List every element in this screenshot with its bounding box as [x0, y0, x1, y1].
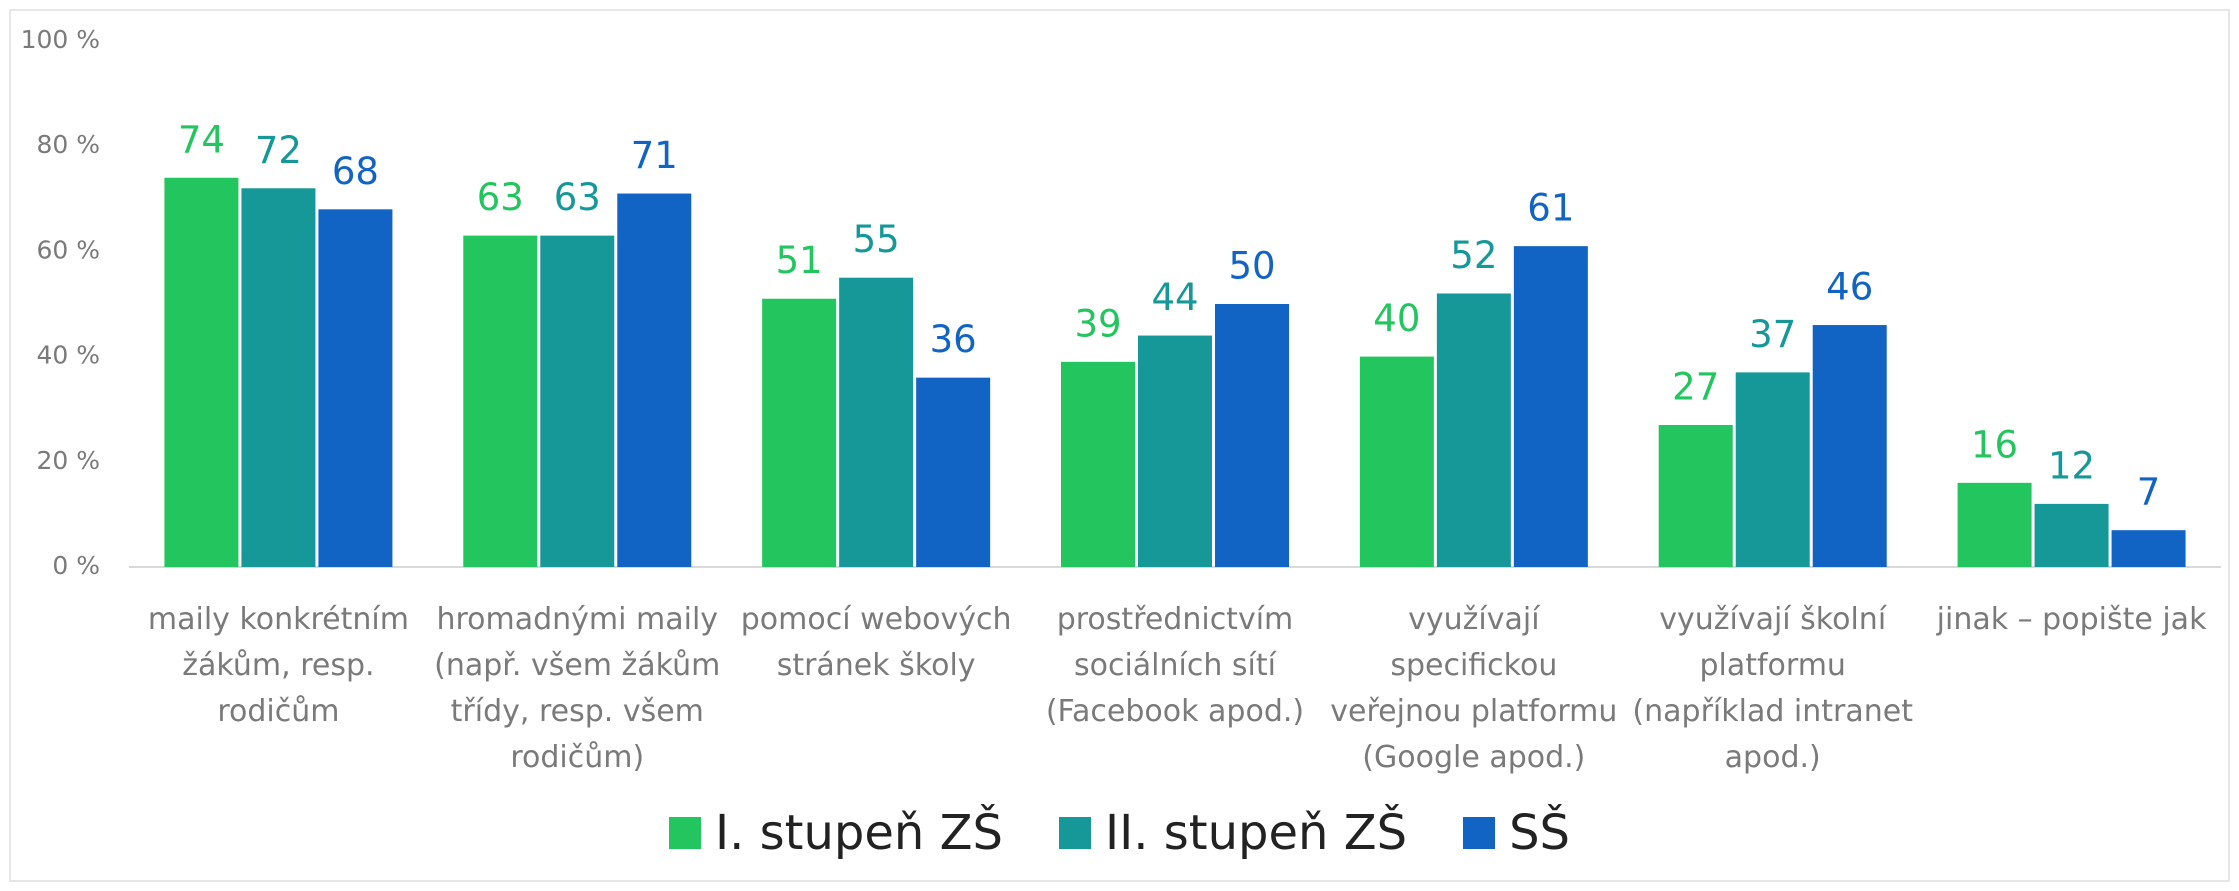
x-tick-label: využívají specifickou veřejnou platformu… [1330, 602, 1618, 775]
legend-swatch [1058, 817, 1091, 849]
x-tick-label: jinak – popište jak [1936, 602, 2207, 637]
y-tick-label: 40 % [36, 341, 100, 370]
value-label: 16 [1971, 423, 2018, 466]
value-label: 46 [1826, 266, 1873, 309]
y-tick-label: 0 % [52, 551, 100, 580]
value-label: 71 [631, 134, 678, 177]
value-label: 27 [1672, 365, 1719, 408]
x-tick-label: prostřednictvím sociálních sítí (Faceboo… [1045, 602, 1305, 729]
value-label: 37 [1749, 313, 1796, 356]
bar [1957, 482, 2032, 567]
bar [1658, 424, 1733, 567]
value-label: 36 [930, 318, 977, 361]
bar [916, 377, 991, 567]
legend-item: I. stupeň ZŠ [669, 805, 1003, 861]
legend-swatch [669, 817, 701, 849]
bar [540, 235, 615, 567]
bar [1735, 372, 1810, 567]
bar [1215, 304, 1289, 567]
legend-swatch [1463, 817, 1496, 849]
bar [1138, 335, 1212, 567]
value-label: 39 [1074, 302, 1121, 345]
value-label: 74 [178, 118, 225, 161]
value-label: 63 [554, 176, 601, 219]
value-label: 72 [255, 129, 302, 172]
x-tick-label: využívají školní platformu (například in… [1632, 602, 1913, 775]
bar [463, 235, 538, 567]
value-label: 7 [2137, 471, 2161, 514]
value-label: 63 [477, 176, 524, 219]
value-label: 52 [1450, 234, 1497, 277]
value-label: 68 [332, 150, 379, 193]
value-label: 61 [1527, 187, 1574, 230]
chart-border [9, 9, 2230, 882]
bar [164, 177, 239, 567]
value-label: 40 [1373, 297, 1420, 340]
bar [1513, 246, 1588, 567]
x-tick-label: pomocí webových stránek školy [740, 602, 1012, 683]
bar [1436, 293, 1511, 567]
legend: I. stupeň ZŠ II. stupeň ZŠ SŠ [0, 805, 2239, 861]
x-tick-label: maily konkrétním žákům, resp. rodičům [147, 602, 409, 729]
value-label: 50 [1228, 245, 1275, 288]
legend-item: II. stupeň ZŠ [1058, 805, 1408, 861]
x-tick-label: hromadnými maily (např. všem žákům třídy… [434, 602, 721, 775]
bar [241, 188, 316, 567]
y-tick-label: 80 % [36, 130, 100, 159]
bar [318, 209, 393, 567]
legend-label: I. stupeň ZŠ [715, 805, 1003, 861]
bar [839, 277, 914, 567]
bar [2111, 530, 2186, 567]
y-tick-label: 20 % [36, 446, 100, 475]
legend-label: SŠ [1509, 805, 1570, 861]
legend-label: II. stupeň ZŠ [1104, 805, 1408, 861]
y-tick-label: 100 % [21, 25, 100, 54]
bar [1061, 361, 1135, 567]
legend-item: SŠ [1463, 805, 1570, 861]
value-label: 12 [2048, 444, 2095, 487]
bar [1359, 356, 1434, 567]
value-label: 55 [853, 218, 900, 261]
bar [617, 193, 692, 568]
bar [762, 298, 837, 567]
bar [2034, 503, 2109, 567]
bar [1812, 325, 1887, 567]
value-label: 51 [776, 239, 823, 282]
value-label: 44 [1151, 276, 1198, 319]
y-tick-label: 60 % [36, 235, 100, 264]
